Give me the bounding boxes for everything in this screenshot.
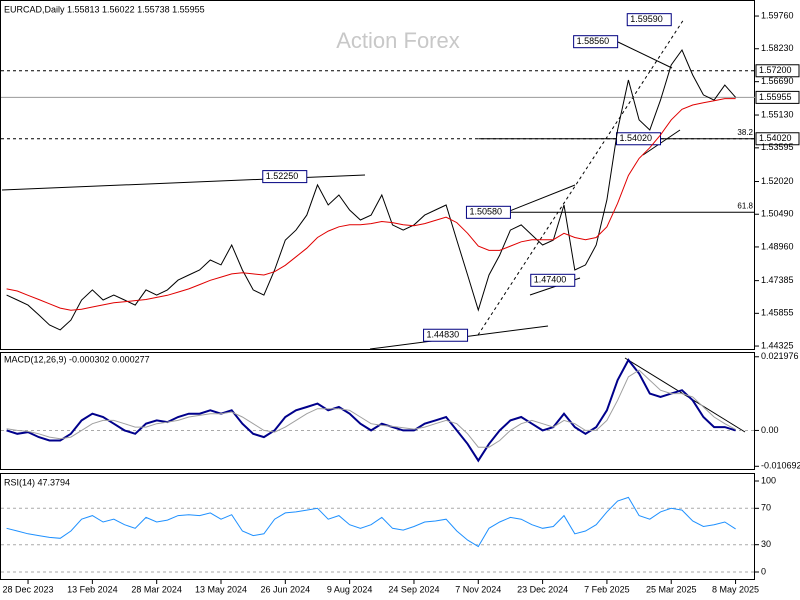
watermark: Action Forex: [336, 28, 460, 53]
y-tick-label: 1.50490: [761, 209, 794, 219]
annotation-label: 1.58560: [577, 36, 610, 46]
annotation-label: 1.52250: [266, 171, 299, 181]
annotation-label: 1.59590: [630, 14, 663, 24]
rsi-panel: [0, 473, 755, 580]
annotation-box: [626, 13, 672, 27]
trend-line: [506, 184, 576, 213]
annotation-label: 1.47400: [534, 275, 567, 285]
level-label: 1.57200: [759, 65, 792, 75]
y-tick-label: 1.59760: [761, 10, 794, 20]
y-tick-label: 0.021976: [761, 351, 799, 361]
trend-line: [642, 129, 681, 156]
level-label: 1.54020: [759, 133, 792, 143]
x-tick-label: 9 Aug 2024: [327, 584, 373, 594]
level-label-box: [755, 132, 800, 146]
x-tick-label: 8 May 2025: [712, 584, 759, 594]
y-tick-label: 0.00: [761, 425, 779, 435]
trend-line: [617, 41, 673, 69]
level-label: 1.55955: [759, 92, 792, 102]
annotation-box: [423, 328, 469, 342]
annotation-box: [530, 273, 576, 287]
annotation-label: 1.50580: [469, 207, 502, 217]
y-tick-label: 30: [761, 539, 771, 549]
series-line: [6, 98, 736, 311]
x-tick-label: 7 Nov 2024: [455, 584, 501, 594]
y-tick-label: 0: [761, 566, 766, 576]
macd-panel: [0, 352, 755, 470]
macd-title: MACD(12,26,9) -0.000302 0.000277: [4, 354, 150, 364]
fib-label: 61.8: [737, 201, 753, 210]
y-tick-label: 1.53595: [761, 142, 794, 152]
annotation-box: [573, 35, 619, 49]
y-tick-label: 100: [761, 475, 776, 485]
y-tick-label: -0.010692: [761, 461, 800, 471]
y-tick-label: 1.55130: [761, 109, 794, 119]
annotation-box: [262, 170, 308, 184]
y-tick-label: 1.47385: [761, 275, 794, 285]
y-tick-label: 1.52020: [761, 176, 794, 186]
annotation-box: [465, 205, 511, 219]
annotation-label: 1.44830: [427, 330, 460, 340]
y-tick-label: 1.44325: [761, 340, 794, 350]
level-label-box: [755, 64, 800, 78]
x-tick-label: 23 Dec 2024: [517, 584, 568, 594]
chart-title: EURCAD,Daily 1.55813 1.56022 1.55738 1.5…: [4, 4, 205, 14]
x-tick-label: 28 Dec 2023: [3, 584, 54, 594]
x-tick-label: 25 Mar 2025: [646, 584, 697, 594]
y-tick-label: 70: [761, 503, 771, 513]
series-line: [6, 358, 736, 463]
y-tick-label: 1.45855: [761, 308, 794, 318]
x-tick-label: 28 Mar 2024: [131, 584, 182, 594]
y-tick-label: 1.56690: [761, 76, 794, 86]
y-tick-label: 1.58230: [761, 43, 794, 53]
x-tick-label: 7 Feb 2025: [584, 584, 630, 594]
x-tick-label: 26 Jun 2024: [261, 584, 311, 594]
y-tick-label: 1.48960: [761, 241, 794, 251]
series-line: [6, 496, 736, 548]
x-tick-label: 13 May 2024: [195, 584, 247, 594]
price-panel: [0, 0, 755, 350]
level-label-box: [755, 90, 800, 104]
x-tick-label: 13 Feb 2024: [67, 584, 118, 594]
rsi-title: RSI(14) 47.3794: [4, 477, 70, 487]
x-tick-label: 24 Sep 2024: [388, 584, 439, 594]
annotation-label: 1.54020: [620, 133, 653, 143]
series-line: [6, 369, 736, 448]
trend-line: [477, 18, 685, 336]
fib-label: 38.2: [737, 128, 753, 137]
